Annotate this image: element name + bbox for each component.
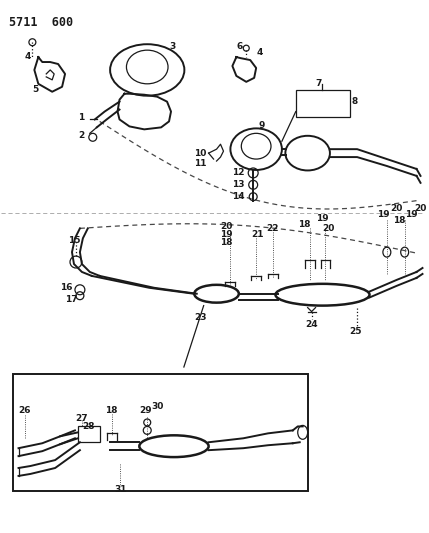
- Text: 18: 18: [393, 216, 405, 225]
- Text: 28: 28: [82, 422, 94, 431]
- Text: 6: 6: [236, 42, 243, 51]
- Text: 8: 8: [351, 97, 357, 106]
- Text: 19: 19: [221, 230, 233, 239]
- Text: 14: 14: [233, 192, 245, 201]
- Text: 4: 4: [256, 47, 263, 56]
- Text: 7: 7: [316, 79, 322, 88]
- Text: 18: 18: [105, 406, 117, 415]
- Bar: [12, 374, 308, 491]
- Text: 17: 17: [65, 295, 78, 304]
- Text: 1: 1: [78, 113, 84, 122]
- Text: 4: 4: [24, 52, 31, 61]
- Text: 20: 20: [390, 204, 402, 213]
- Text: 18: 18: [221, 238, 233, 247]
- Text: 5: 5: [32, 85, 39, 94]
- Text: 22: 22: [266, 224, 278, 233]
- Text: 26: 26: [18, 406, 31, 415]
- Text: 15: 15: [68, 236, 81, 245]
- Text: 19: 19: [405, 210, 417, 219]
- Text: 18: 18: [298, 220, 310, 229]
- Text: 30: 30: [151, 402, 163, 411]
- Text: 3: 3: [169, 42, 175, 51]
- Text: 24: 24: [306, 320, 318, 329]
- Text: 10: 10: [194, 149, 206, 158]
- Text: 31: 31: [115, 485, 127, 494]
- Bar: [296, 90, 350, 117]
- Text: 25: 25: [349, 327, 362, 336]
- Text: 19: 19: [377, 210, 390, 219]
- Text: 20: 20: [323, 224, 335, 233]
- Text: 21: 21: [251, 230, 264, 239]
- Bar: [78, 426, 100, 442]
- Text: 9: 9: [258, 121, 265, 130]
- Text: 27: 27: [75, 414, 88, 423]
- Text: 16: 16: [60, 283, 73, 292]
- Text: 23: 23: [194, 313, 206, 322]
- Text: 11: 11: [194, 158, 206, 167]
- Text: 12: 12: [233, 168, 245, 177]
- Text: 2: 2: [78, 131, 84, 140]
- Text: 5711  600: 5711 600: [9, 17, 73, 29]
- Text: 20: 20: [414, 204, 427, 213]
- Text: 19: 19: [316, 214, 328, 223]
- Text: 20: 20: [221, 222, 233, 231]
- Text: 13: 13: [233, 180, 245, 189]
- Text: 29: 29: [139, 406, 152, 415]
